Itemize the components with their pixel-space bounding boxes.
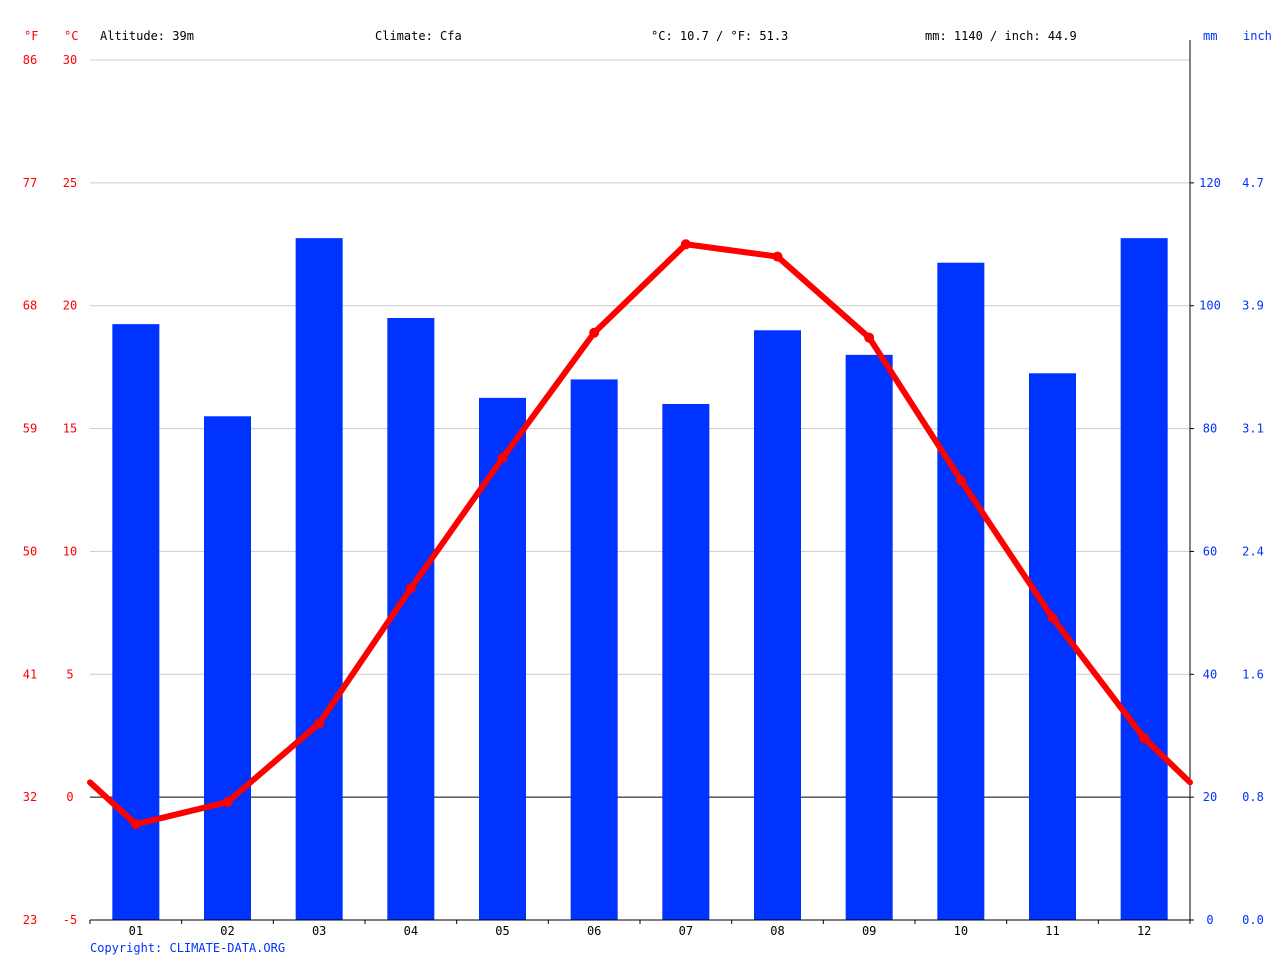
inch-tick-label: 1.6 [1242, 667, 1264, 681]
precipitation-bar [295, 238, 343, 921]
celsius-tick-label: -5 [63, 913, 77, 927]
month-tick-label: 09 [862, 924, 876, 938]
month-tick-label: 12 [1137, 924, 1151, 938]
celsius-tick-label: 25 [63, 176, 77, 190]
temperature-point [589, 327, 600, 338]
celsius-tick-label: 10 [63, 544, 77, 558]
fahrenheit-tick-label: 86 [23, 53, 37, 67]
mm-tick-label: 40 [1203, 667, 1217, 681]
precipitation-bar [845, 354, 893, 920]
temperature-point [405, 583, 416, 594]
temperature-point [955, 475, 966, 486]
temperature-point [772, 251, 783, 262]
celsius-tick-label: 5 [66, 667, 73, 681]
celsius-tick-label: 30 [63, 53, 77, 67]
fahrenheit-tick-label: 32 [23, 790, 37, 804]
celsius-tick-label: 15 [63, 422, 77, 436]
fahrenheit-tick-label: 23 [23, 913, 37, 927]
precipitation-bar [112, 324, 160, 921]
fahrenheit-tick-label: 41 [23, 667, 37, 681]
inch-tick-label: 3.9 [1242, 299, 1264, 313]
month-tick-label: 10 [954, 924, 968, 938]
mm-tick-label: 100 [1199, 299, 1221, 313]
copyright-link[interactable]: Copyright: CLIMATE-DATA.ORG [90, 941, 285, 955]
temperature-line [87, 239, 1193, 830]
precipitation-bar [1029, 373, 1076, 920]
inch-tick-label: 0.0 [1242, 913, 1264, 927]
fahrenheit-tick-label: 59 [23, 422, 37, 436]
month-tick-label: 03 [312, 924, 326, 938]
precipitation-bar [204, 416, 251, 920]
month-tick-label: 05 [495, 924, 509, 938]
inch-tick-label: 2.4 [1242, 544, 1264, 558]
celsius-tick-label: 20 [63, 299, 77, 313]
fahrenheit-tick-label: 50 [23, 544, 37, 558]
precipitation-bar [937, 262, 985, 920]
temperature-point [497, 453, 508, 464]
fahrenheit-tick-label: 77 [23, 176, 37, 190]
mm-unit-label: mm [1203, 29, 1217, 43]
precipitation-bars [112, 238, 1168, 921]
inch-tick-label: 0.8 [1242, 790, 1264, 804]
month-tick-label: 01 [129, 924, 143, 938]
celsius-unit-label: °C [64, 29, 78, 43]
month-tick-label: 07 [679, 924, 693, 938]
climate-label: Climate: Cfa [375, 29, 462, 43]
grid-lines [90, 59, 1190, 798]
celsius-tick-label: 0 [66, 790, 73, 804]
mm-tick-label: 20 [1203, 790, 1217, 804]
precipitation-bar [570, 379, 618, 920]
precipitation-bar [387, 318, 435, 920]
temperature-point [314, 718, 325, 729]
temperature-point [130, 819, 141, 830]
month-tick-label: 11 [1045, 924, 1059, 938]
inch-tick-label: 4.7 [1242, 176, 1264, 190]
mm-tick-label: 80 [1203, 422, 1217, 436]
precipitation-total-label: mm: 1140 / inch: 44.9 [925, 29, 1077, 43]
inch-unit-label: inch [1243, 29, 1272, 43]
precipitation-bar [479, 397, 526, 920]
temperature-line-path [87, 241, 1193, 828]
month-tick-label: 04 [404, 924, 418, 938]
fahrenheit-tick-label: 68 [23, 299, 37, 313]
precipitation-bar [1120, 238, 1168, 921]
temperature-point [680, 239, 691, 250]
precipitation-bar [754, 330, 801, 920]
temperature-average-label: °C: 10.7 / °F: 51.3 [651, 29, 788, 43]
mm-tick-label: 120 [1199, 176, 1221, 190]
temperature-point [864, 332, 875, 343]
fahrenheit-unit-label: °F [24, 29, 38, 43]
month-tick-label: 08 [770, 924, 784, 938]
altitude-label: Altitude: 39m [100, 29, 194, 43]
month-tick-label: 06 [587, 924, 601, 938]
mm-tick-label: 60 [1203, 544, 1217, 558]
mm-tick-label: 0 [1206, 913, 1213, 927]
temperature-point [1047, 612, 1058, 623]
precipitation-bar [662, 404, 710, 920]
temperature-point [1139, 733, 1150, 744]
inch-tick-label: 3.1 [1242, 422, 1264, 436]
temperature-point [222, 797, 233, 808]
month-tick-label: 02 [220, 924, 234, 938]
axes [89, 40, 1194, 924]
